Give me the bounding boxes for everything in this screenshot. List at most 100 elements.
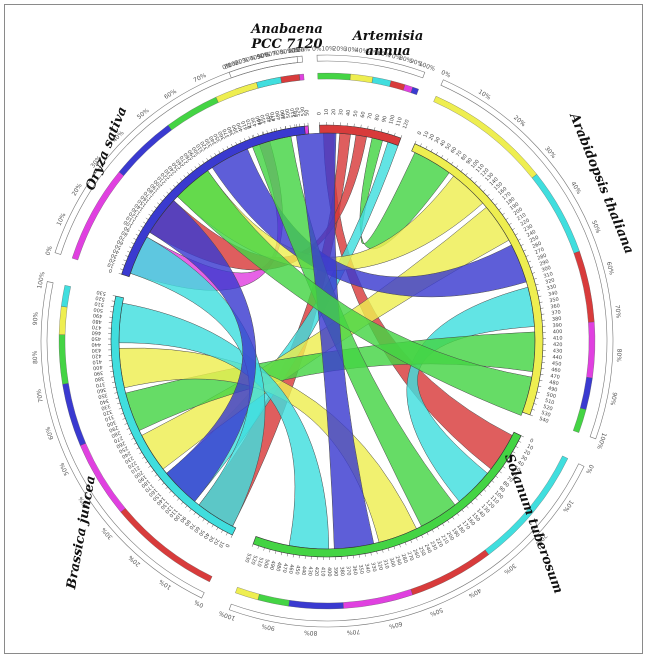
tick-label-solanum: 450 xyxy=(294,565,301,575)
percent-label-oryza: 80% xyxy=(224,60,239,71)
percent-label-artemisia: 20% xyxy=(332,45,346,53)
tick-label-brassica: 30 xyxy=(207,534,215,543)
tick-label-arabidopsis: 150 xyxy=(493,181,504,192)
percent-label-anabaena: 10% xyxy=(227,59,242,70)
percent-label-brassica: 60% xyxy=(44,425,55,440)
tick-label-solanum: 340 xyxy=(363,563,371,573)
tick-label-solanum: 400 xyxy=(326,567,332,577)
segment-brassica xyxy=(110,295,237,536)
tick-label-oryza: 100 xyxy=(123,219,134,229)
tick-label-arabidopsis: 170 xyxy=(501,191,512,202)
tick-label-oryza: 420 xyxy=(245,118,254,129)
genome-segments: 010 20 30 40 50 0 10 20 30 40 50 60 70 80 90 1001101200… xyxy=(91,106,562,576)
percent-label-solanum: 70% xyxy=(346,628,360,636)
tick-label-brassica: 90 xyxy=(178,515,187,524)
tick-label-brassica: 410 xyxy=(92,358,102,365)
percent-label-anabaena: 0% xyxy=(221,62,233,72)
tick-label-oryza: 60 xyxy=(116,238,124,246)
tick-label-solanum: 210 xyxy=(439,534,449,545)
tick-label-oryza: 130 xyxy=(131,206,142,216)
tick-label-artemisia: 120 xyxy=(402,119,411,130)
tick-label-arabidopsis: 440 xyxy=(552,355,562,362)
band-segment-arabidopsis xyxy=(573,407,587,433)
tick-label-oryza: 110 xyxy=(125,214,136,224)
band-segment-oryza xyxy=(256,76,282,89)
percent-label-brassica: 90% xyxy=(32,311,40,325)
tick-label-oryza: 530 xyxy=(300,106,307,116)
tick-label-oryza: 170 xyxy=(143,190,154,201)
tick-label-brassica: 190 xyxy=(136,473,147,484)
tick-label-brassica: 520 xyxy=(95,294,105,302)
tick-label-brassica: 530 xyxy=(96,289,107,297)
percent-label-arabidopsis: 80% xyxy=(615,348,623,362)
tick-label-brassica: 160 xyxy=(147,487,158,498)
tick-label-brassica: 0 xyxy=(223,543,230,548)
band-segment-arabidopsis xyxy=(573,251,595,323)
tick-label-arabidopsis: 400 xyxy=(553,329,563,335)
tick-label-brassica: 270 xyxy=(113,434,124,444)
tick-label-brassica: 360 xyxy=(96,386,107,394)
tick-label-arabidopsis: 500 xyxy=(546,392,557,400)
percent-label-anabaena: 90% xyxy=(287,47,301,55)
tick-label-brassica: 80 xyxy=(183,518,192,527)
tick-label-arabidopsis: 350 xyxy=(549,297,559,305)
tick-label-oryza: 220 xyxy=(160,171,171,182)
percent-label-arabidopsis: 40% xyxy=(569,180,582,195)
tick-label-oryza: 470 xyxy=(270,111,278,122)
percent-label-anabaena: 80% xyxy=(279,47,293,56)
tick-label-solanum: 480 xyxy=(274,561,282,572)
percent-label-anabaena: 30% xyxy=(242,54,257,64)
species-label-anabaena: Anabaena PCC 7120 xyxy=(249,22,323,52)
band-outline-solanum xyxy=(228,463,585,628)
band-segment-solanum xyxy=(235,587,260,601)
species-label-brassica: Brassica juncea xyxy=(64,475,99,592)
percent-label-anabaena: 60% xyxy=(264,50,279,59)
tick-label-brassica: 240 xyxy=(120,450,131,460)
tick-label-arabidopsis: 540 xyxy=(538,416,549,425)
band-segment-brassica xyxy=(58,306,68,335)
tick-label-solanum: 40 xyxy=(516,460,525,468)
tick-label-oryza: 10 xyxy=(107,261,115,269)
tick-label-solanum: 20 xyxy=(523,449,531,457)
tick-label-arabidopsis: 200 xyxy=(513,207,524,217)
percent-label-solanum: 60% xyxy=(388,620,403,630)
percent-label-arabidopsis: 100% xyxy=(595,432,608,451)
tick-label-anabaena: 0 xyxy=(246,124,253,129)
tick-label-oryza: 410 xyxy=(240,120,249,131)
tick-label-brassica: 480 xyxy=(92,318,102,325)
percent-label-anabaena: 100% xyxy=(293,46,311,54)
tick-label-oryza: 360 xyxy=(217,130,227,141)
tick-label-arabidopsis: 280 xyxy=(536,253,547,262)
tick-label-solanum: 380 xyxy=(338,566,345,576)
band-segment-anabaena xyxy=(299,73,305,81)
percent-label-artemisia: 60% xyxy=(376,50,391,60)
tick-label-brassica: 510 xyxy=(94,300,104,307)
tick-label-solanum: 0 xyxy=(529,438,534,445)
tick-label-brassica: 430 xyxy=(92,347,102,353)
tick-label-arabidopsis: 460 xyxy=(551,367,561,374)
band-outline-artemisia xyxy=(316,54,426,79)
percent-label-artemisia: 10% xyxy=(321,45,335,52)
tick-label-arabidopsis: 310 xyxy=(543,271,554,279)
tick-label-brassica: 450 xyxy=(91,335,101,341)
percent-label-brassica: 0% xyxy=(193,598,205,609)
tick-label-oryza: 70 xyxy=(118,233,126,241)
tick-label-artemisia: 20 xyxy=(331,109,337,116)
tick-label-solanum: 140 xyxy=(475,508,486,519)
percent-label-arabidopsis: 20% xyxy=(512,114,527,128)
tick-label-solanum: 180 xyxy=(455,524,465,535)
tick-label-brassica: 380 xyxy=(94,375,104,382)
circos-plot: 010 20 30 40 50 0 10 20 30 40 50 60 70 80 90 1001101200… xyxy=(32,22,637,636)
tick-label-brassica: 170 xyxy=(143,482,154,493)
tick-label-solanum: 90 xyxy=(497,485,506,494)
tick-label-arabidopsis: 370 xyxy=(551,310,561,317)
band-segment-artemisia xyxy=(389,80,406,91)
tick-label-solanum: 500 xyxy=(262,558,270,569)
tick-label-solanum: 460 xyxy=(287,564,294,574)
tick-label-oryza: 490 xyxy=(280,109,288,120)
tick-label-solanum: 120 xyxy=(484,499,495,510)
tick-label-brassica: 260 xyxy=(115,439,126,449)
tick-label-arabidopsis: 380 xyxy=(552,316,562,323)
tick-label-oryza: 0 xyxy=(108,267,113,274)
tick-label-oryza: 380 xyxy=(226,126,235,137)
